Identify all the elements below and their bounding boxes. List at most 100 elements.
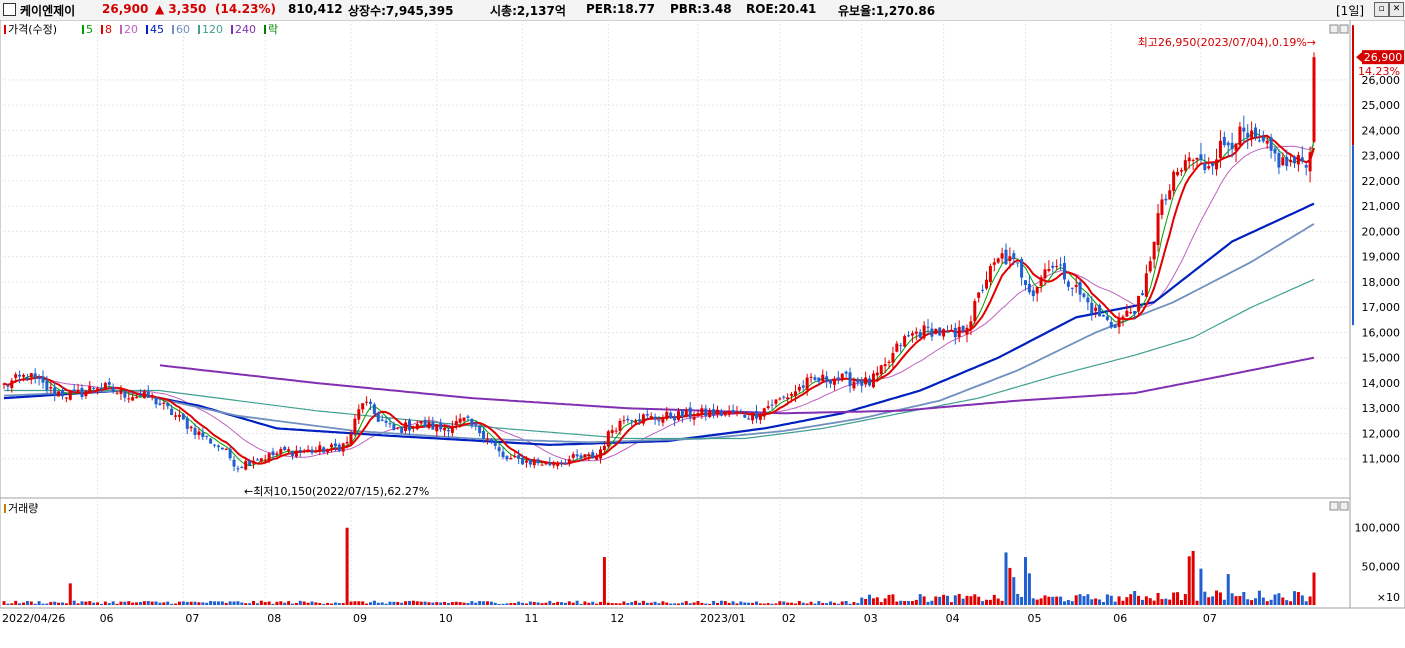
volume-bar	[1020, 596, 1024, 605]
candle-body	[712, 409, 716, 416]
volume-bar	[1074, 595, 1078, 605]
candle-body	[528, 459, 532, 465]
volume-bar	[782, 601, 786, 605]
volume-bar	[446, 603, 450, 605]
candle-body	[665, 411, 669, 420]
candle-body	[532, 460, 536, 466]
volume-bar	[560, 602, 564, 605]
legend-swatch	[4, 25, 6, 34]
select-checkbox[interactable]	[3, 3, 16, 16]
volume-bar	[1160, 599, 1164, 605]
volume-bar	[345, 527, 349, 605]
volume-bar	[1094, 598, 1098, 605]
volume-bar	[259, 600, 263, 605]
volume-bar	[1117, 596, 1121, 605]
volume-bar	[181, 601, 185, 605]
volume-bar	[860, 597, 864, 605]
price-tick-label: 17,000	[1362, 301, 1401, 314]
stock-header-bar: 케이엔제이 26,900 ▲ 3,350 (14.23%) 810,412 상장…	[0, 0, 1405, 21]
volume-bar	[33, 603, 37, 605]
candle-body	[946, 331, 950, 333]
volume-bar	[1023, 557, 1027, 605]
volume-bar	[1140, 599, 1144, 605]
close-icon[interactable]: ✕	[1389, 2, 1404, 17]
volume-bar	[376, 602, 380, 605]
restore-icon[interactable]: ▫	[1374, 2, 1389, 17]
volume-bar	[454, 601, 458, 605]
period-selector[interactable]: [1일]	[1336, 4, 1365, 18]
candle-body	[1156, 213, 1160, 246]
volume-bar	[1289, 601, 1293, 605]
panel-button-icon	[1329, 24, 1339, 34]
volume-bar	[739, 601, 743, 605]
volume-bar	[1105, 594, 1109, 605]
candle-body	[368, 401, 372, 404]
candle-body	[1027, 283, 1031, 293]
legend-swatch	[82, 25, 84, 34]
volume-bar	[435, 602, 439, 605]
current-price: 26,900	[102, 2, 149, 16]
stock-name[interactable]: 케이엔제이	[20, 4, 76, 18]
candle-body	[731, 410, 735, 414]
volume-bar	[973, 594, 977, 605]
candle-body	[630, 420, 634, 422]
volume-bar	[228, 601, 232, 605]
price-range-bar	[1352, 25, 1354, 146]
volume-bar	[1129, 594, 1133, 605]
volume-bar	[216, 601, 220, 605]
volume-bar	[1086, 594, 1090, 605]
volume-bar	[68, 583, 72, 605]
candle-body	[1012, 253, 1016, 259]
volume-bar	[99, 603, 103, 605]
candle-body	[1199, 154, 1203, 160]
volume-bar	[793, 603, 797, 605]
volume-bar	[123, 601, 127, 605]
volume-bar	[1047, 596, 1051, 605]
candle-body	[236, 468, 240, 470]
volume-bar	[786, 602, 790, 605]
volume-bar	[1137, 595, 1141, 605]
volume-bar	[630, 602, 634, 605]
candle-body	[72, 389, 76, 392]
candle-body	[864, 377, 868, 385]
candle-body	[21, 374, 25, 377]
volume-bar	[248, 603, 252, 605]
volume-bar	[1016, 593, 1020, 605]
volume-bar	[1066, 600, 1070, 605]
volume-bar	[474, 602, 478, 605]
volume-bar	[1273, 594, 1277, 605]
volume-bar	[626, 603, 630, 605]
volume-bar	[146, 601, 150, 605]
candle-body	[836, 377, 840, 381]
volume-bar	[575, 600, 579, 605]
volume-bar	[213, 601, 217, 605]
volume-bar	[1133, 590, 1137, 605]
volume-bar	[801, 602, 805, 605]
candle-body	[591, 452, 595, 459]
volume-bar	[957, 593, 961, 605]
candle-body	[396, 427, 400, 429]
volume-bar	[879, 602, 883, 605]
volume-bar	[1187, 556, 1191, 605]
volume-bar	[747, 602, 751, 605]
volume-bar	[462, 602, 466, 605]
volume-bar	[680, 602, 684, 605]
candle-body	[1281, 157, 1285, 166]
volume-bar	[961, 598, 965, 605]
candle-body	[688, 407, 692, 418]
candle-body	[1242, 127, 1246, 132]
volume-bar	[489, 601, 493, 605]
volume-bar	[330, 603, 333, 605]
candle-body	[751, 412, 755, 421]
candle-body	[64, 397, 68, 399]
volume-bar	[821, 602, 825, 605]
candle-body	[240, 467, 244, 469]
legend-swatch	[120, 25, 122, 34]
candle-body	[544, 461, 548, 465]
volume-bar	[727, 602, 731, 605]
candle-body	[907, 335, 911, 337]
volume-bar	[1211, 596, 1215, 605]
volume-bar	[1012, 577, 1016, 605]
candle-body	[291, 450, 295, 456]
volume-bar	[84, 601, 88, 605]
